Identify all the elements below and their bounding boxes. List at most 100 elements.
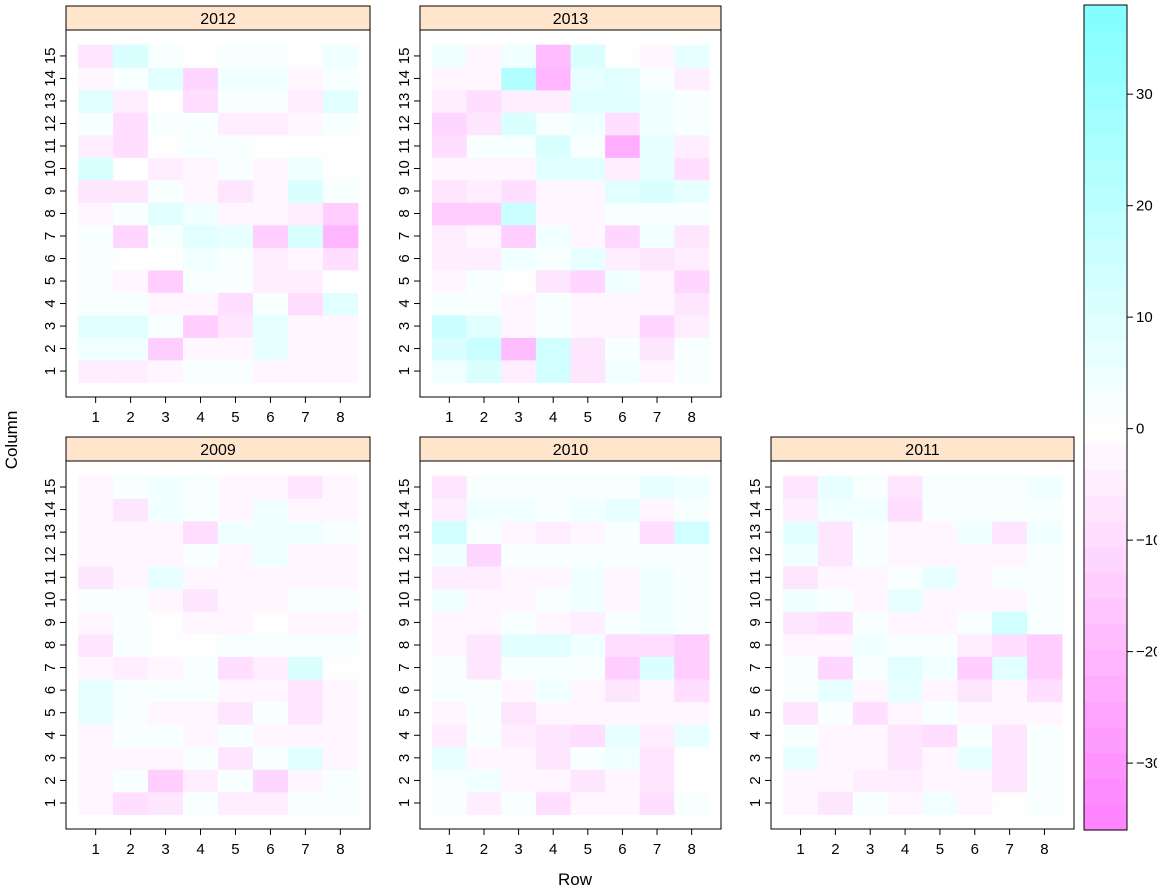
heatmap-cell bbox=[466, 791, 502, 815]
heatmap-cell bbox=[570, 44, 606, 68]
y-tick-label: 9 bbox=[396, 618, 413, 626]
heatmap-cell bbox=[639, 224, 675, 248]
heatmap-cell bbox=[148, 202, 184, 226]
heatmap-cell bbox=[466, 701, 502, 725]
heatmap-cell bbox=[674, 791, 710, 815]
heatmap-cell bbox=[113, 224, 149, 248]
colorbar-swatch bbox=[1084, 133, 1127, 161]
heatmap-cell bbox=[639, 337, 675, 361]
heatmap-cell bbox=[183, 157, 219, 181]
y-tick-label: 12 bbox=[42, 115, 59, 132]
heatmap-cell bbox=[957, 791, 993, 815]
heatmap-cell bbox=[783, 633, 819, 657]
heatmap-cell bbox=[466, 611, 502, 635]
heatmap-cell bbox=[322, 157, 359, 181]
heatmap-cell bbox=[887, 769, 924, 793]
heatmap-cell bbox=[287, 337, 324, 361]
y-tick-label: 13 bbox=[747, 524, 764, 541]
colorbar-swatch bbox=[1084, 443, 1127, 470]
heatmap-cell bbox=[535, 724, 572, 748]
heatmap-cell bbox=[957, 724, 993, 748]
heatmap-cell bbox=[113, 498, 149, 522]
heatmap-cell bbox=[218, 359, 254, 383]
heatmap-cell bbox=[501, 179, 537, 203]
heatmap-cell bbox=[639, 566, 675, 590]
heatmap-cell bbox=[639, 656, 675, 680]
heatmap-cell bbox=[113, 475, 149, 499]
y-tick-label: 14 bbox=[747, 501, 764, 518]
heatmap-cell bbox=[148, 746, 184, 770]
heatmap-cell bbox=[992, 475, 1028, 499]
heatmap-cell bbox=[78, 179, 114, 203]
heatmap-cell bbox=[252, 566, 289, 590]
heatmap-cell bbox=[322, 520, 359, 545]
heatmap-cell bbox=[78, 520, 114, 545]
heatmap-cell bbox=[639, 359, 675, 383]
heatmap-cell bbox=[674, 359, 710, 383]
heatmap-cell bbox=[674, 247, 710, 271]
heatmap-cell bbox=[852, 701, 889, 725]
heatmap-cell bbox=[148, 701, 184, 725]
heatmap-cell bbox=[783, 520, 819, 545]
heatmap-cell bbox=[922, 566, 958, 590]
heatmap-cell bbox=[148, 475, 184, 499]
heatmap-cell bbox=[322, 498, 359, 522]
y-tick-label: 10 bbox=[396, 592, 413, 609]
heatmap-cell bbox=[535, 498, 572, 522]
heatmap-cell bbox=[252, 292, 289, 316]
x-tick-label: 7 bbox=[301, 841, 309, 858]
heatmap-cell bbox=[535, 769, 572, 793]
heatmap-cell bbox=[287, 112, 324, 136]
heatmap-cell bbox=[639, 746, 675, 770]
heatmap-cell bbox=[674, 724, 710, 748]
heatmap-cell bbox=[852, 475, 889, 499]
heatmap-cell bbox=[674, 701, 710, 725]
heatmap-cell bbox=[674, 67, 710, 91]
heatmap-cell bbox=[570, 498, 606, 522]
heatmap-cell bbox=[252, 67, 289, 91]
heatmap-cell bbox=[432, 724, 468, 748]
heatmap-cell bbox=[639, 89, 675, 113]
heatmap-cell bbox=[466, 134, 502, 158]
heatmap-cell bbox=[674, 475, 710, 499]
heatmap-cell bbox=[432, 134, 468, 158]
heatmap-cell bbox=[113, 611, 149, 635]
heatmap-cell bbox=[183, 498, 219, 522]
x-tick-label: 8 bbox=[336, 409, 344, 426]
heatmap-cell bbox=[252, 112, 289, 136]
heatmap-cell bbox=[570, 724, 606, 748]
heatmap-cell bbox=[252, 475, 289, 499]
heatmap-cell bbox=[570, 520, 606, 545]
heatmap-cell bbox=[674, 498, 710, 522]
heatmap-cell bbox=[148, 543, 184, 567]
heatmap-cell bbox=[570, 224, 606, 248]
heatmap-cell bbox=[78, 475, 114, 499]
heatmap-cell bbox=[992, 746, 1028, 770]
heatmap-cell bbox=[817, 746, 854, 770]
heatmap-cell bbox=[570, 314, 606, 338]
x-tick-label: 2 bbox=[480, 841, 488, 858]
heatmap-cell bbox=[322, 134, 359, 158]
heatmap-cell bbox=[113, 157, 149, 181]
heatmap-cell bbox=[501, 656, 537, 680]
x-tick-label: 5 bbox=[231, 841, 239, 858]
colorbar-swatch bbox=[1084, 572, 1127, 599]
panel-strip bbox=[770, 436, 1075, 462]
heatmap-cell bbox=[570, 157, 606, 181]
heatmap-cell bbox=[322, 179, 359, 203]
x-tick-label: 8 bbox=[336, 841, 344, 858]
y-tick-label: 8 bbox=[42, 641, 59, 649]
heatmap-cell bbox=[957, 633, 993, 657]
heatmap-cell bbox=[957, 475, 993, 499]
x-tick-label: 6 bbox=[971, 841, 979, 858]
heatmap-cell bbox=[535, 678, 572, 703]
heatmap-cell bbox=[535, 746, 572, 770]
y-tick-label: 12 bbox=[396, 115, 413, 132]
heatmap-cell bbox=[218, 179, 254, 203]
heatmap-cell bbox=[113, 543, 149, 567]
heatmap-cell bbox=[1027, 543, 1063, 567]
heatmap-cell bbox=[78, 588, 114, 612]
heatmap-cell bbox=[887, 498, 924, 522]
